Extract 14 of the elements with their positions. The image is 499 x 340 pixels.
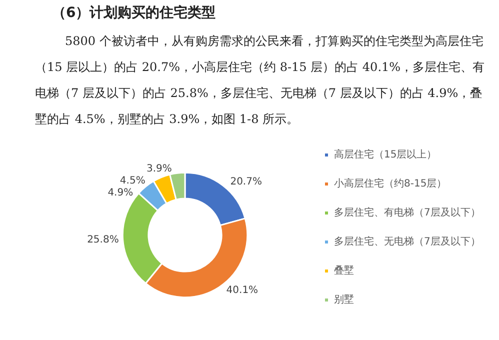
legend-label: 小高层住宅（约8-15层） [334,178,447,190]
data-label: 3.9% [146,164,172,175]
data-label: 25.8% [87,234,119,246]
data-label: 4.5% [120,176,146,187]
text: 5800 个被访者中，从有购房需求的公民来看，打算购买的住宅类型为高层住宅（15 层以上）的占 20.7%，小高层住宅（约 8-15 层）的占 40.1%，多层住宅、有电梯（7 层及以下）的占 25.8%，多层住宅、无电梯（7 层及以下）的占 4.9%，叠墅的占 4.5%，别墅的占 3.9%，如图 1-8 所示。 [35,33,485,128]
legend-label: 多层住宅、无电梯（7层及以下） [334,236,480,248]
data-label: 4.9% [108,188,134,199]
legend-label: 叠墅 [334,266,354,276]
legend-label: 别墅 [334,294,354,306]
chart-title: （6）计划购买的住宅类型 [52,4,216,22]
data-label: 20.7% [230,176,262,188]
legend-label: 高层住宅（15层以上） [334,148,437,160]
data-label: 40.1% [226,285,258,296]
legend-label: 多层住宅、有电梯（7层及以下） [334,206,480,218]
